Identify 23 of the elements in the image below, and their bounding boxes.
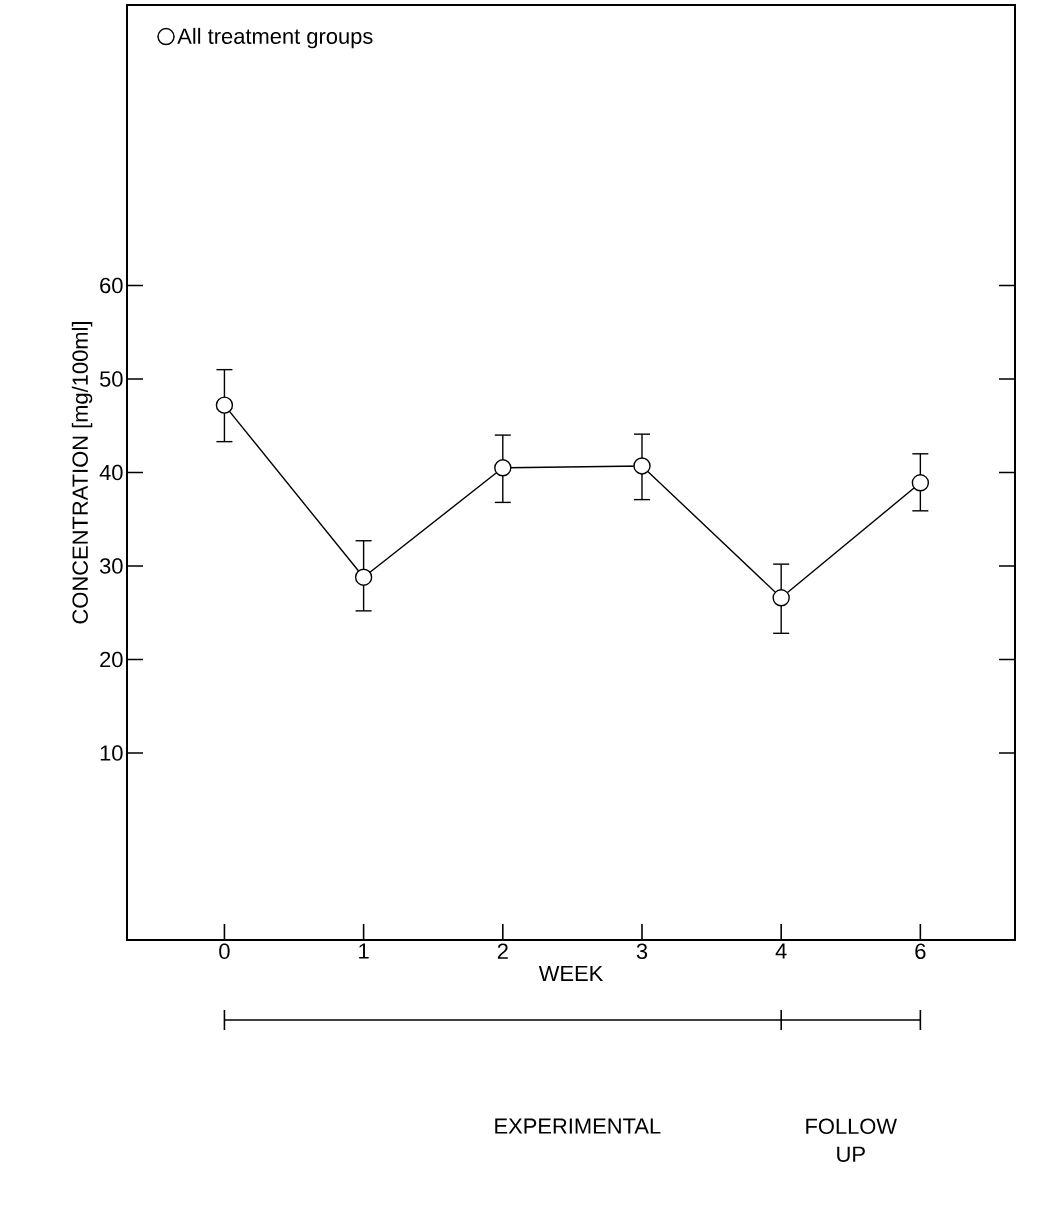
x-tick-label: 2 (497, 943, 508, 959)
x-tick-label: 6 (915, 943, 926, 960)
x-axis-title: WEEK (538, 965, 604, 981)
text: FOLLOW UP (806, 1118, 897, 1162)
y-tick-label: 30 (99, 558, 123, 574)
point (911, 474, 930, 492)
text: EXPERIMENTAL (495, 1118, 661, 1134)
x-tick-label: 0 (219, 943, 230, 960)
x-tick-label: 3 (636, 943, 648, 960)
y-tick-label: 40 (99, 464, 123, 481)
legend-label: All treatment groups (177, 27, 373, 49)
y-tick-label: 50 (99, 371, 123, 387)
point (215, 396, 234, 414)
point (354, 568, 373, 586)
x-tick-label: 1 (359, 943, 369, 959)
y-tick-label: 60 (100, 277, 123, 294)
point (633, 457, 651, 475)
y-tick-label: 20 (100, 651, 123, 668)
x-tick-label: 4 (775, 943, 787, 959)
y-axis-title: CONCENTRATION [mg/100ml] (71, 322, 93, 624)
y-tick-label: 10 (100, 745, 123, 761)
point (494, 459, 512, 477)
point (772, 589, 790, 607)
